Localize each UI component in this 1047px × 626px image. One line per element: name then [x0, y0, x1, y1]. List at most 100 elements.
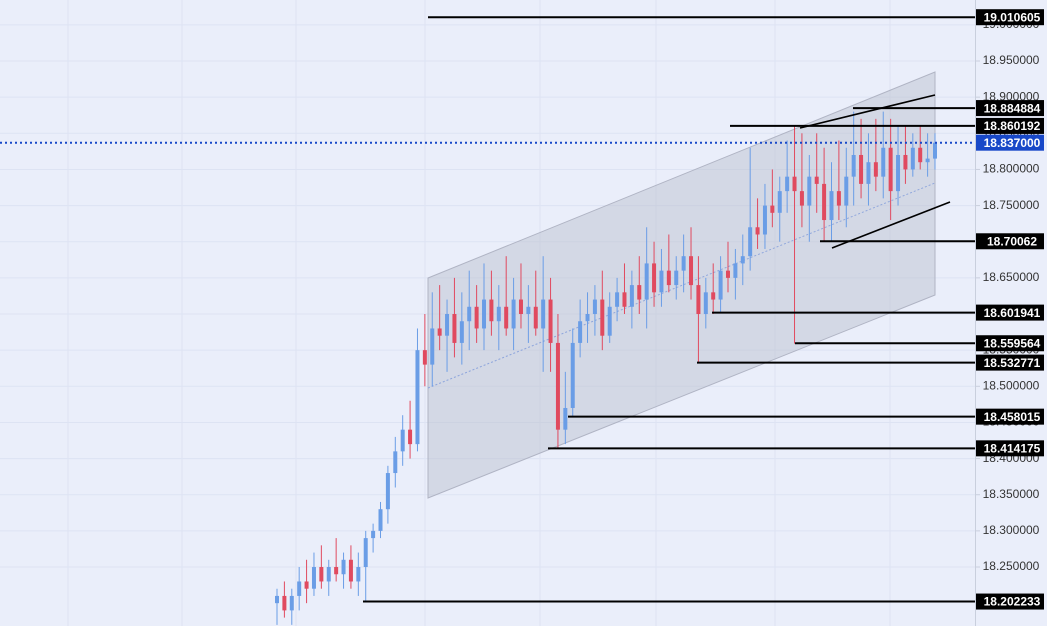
candle-body: [304, 581, 309, 589]
y-tick-label: 18.300000: [983, 523, 1040, 537]
price-label-box: [976, 335, 1044, 352]
candle-body: [592, 299, 597, 315]
candle-body: [918, 147, 923, 163]
candle-body: [415, 350, 420, 445]
candle-body: [888, 147, 893, 192]
candle-body: [275, 595, 279, 604]
price-label-box: [976, 440, 1044, 457]
price-label: 18.414175: [984, 442, 1041, 456]
y-tick-label: 18.750000: [983, 198, 1040, 212]
candle-body: [518, 299, 523, 315]
candle-body: [445, 314, 450, 336]
y-tick-label: 18.500000: [983, 378, 1040, 392]
y-tick-label: 18.650000: [983, 270, 1040, 284]
candle-body: [363, 538, 368, 568]
candle-body: [681, 256, 686, 271]
candle-body: [689, 256, 694, 286]
price-lines: [0, 16, 976, 603]
candle-body: [511, 299, 516, 329]
candle-body: [725, 270, 730, 278]
price-label-box: [976, 9, 1044, 26]
price-label-box: [976, 593, 1044, 610]
candle-body: [748, 227, 753, 257]
candle-body: [504, 306, 509, 329]
price-label: 18.884884: [984, 101, 1041, 115]
candle-body: [548, 299, 553, 343]
y-tick-label: 18.900000: [983, 89, 1040, 103]
candle-body: [555, 342, 560, 430]
candle-body: [348, 559, 353, 582]
candle-body: [371, 530, 376, 539]
candle-body: [489, 299, 494, 322]
candle-body: [666, 270, 671, 286]
candle-body: [844, 176, 849, 206]
price-labels: 19.010605 18.884884 18.860192 18.70062 18.60…: [976, 9, 1044, 610]
candle-body: [910, 147, 915, 170]
candle-body: [770, 205, 775, 213]
channel-midline: [427, 182, 936, 389]
candle-body: [718, 270, 723, 300]
candle-body: [496, 306, 501, 322]
candle-body: [629, 285, 634, 307]
candle-body: [533, 306, 538, 329]
price-label: 18.458015: [984, 410, 1041, 424]
candle-body: [482, 299, 487, 329]
y-tick-label: 18.950000: [983, 53, 1040, 67]
candle-body: [711, 292, 716, 300]
candle-body: [341, 559, 346, 575]
y-tick-label: 18.250000: [983, 559, 1040, 573]
candle-body: [578, 321, 583, 343]
candle-body: [289, 595, 294, 611]
candle-body: [563, 407, 568, 430]
current-price-box: [976, 134, 1044, 151]
price-label: 18.70062: [987, 234, 1037, 248]
price-label-box: [976, 408, 1044, 425]
candle-body: [762, 205, 767, 235]
price-label: 19.010605: [984, 10, 1041, 24]
candle-body: [422, 350, 427, 365]
candle-body: [607, 306, 612, 336]
candle-body: [652, 263, 657, 293]
candle-body: [311, 567, 316, 589]
candle-body: [430, 328, 435, 365]
horizontal-grid: [0, 24, 976, 568]
y-tick-label: 18.350000: [983, 487, 1040, 501]
candle-body: [829, 191, 834, 221]
candle-body: [822, 183, 827, 221]
candle-body: [297, 581, 302, 596]
candle-body: [615, 292, 620, 307]
candle-body: [785, 176, 790, 192]
candles: [275, 111, 937, 625]
candle-body: [799, 191, 804, 206]
price-label: 18.601941: [984, 306, 1041, 320]
candle-body: [644, 263, 649, 300]
candle-body: [896, 154, 901, 192]
candle-body: [903, 154, 908, 170]
candle-body: [319, 567, 324, 582]
candle-body: [881, 147, 886, 177]
candle-body: [866, 162, 871, 184]
candle-body: [437, 328, 442, 336]
candle-body: [282, 595, 287, 611]
candle-body: [622, 292, 627, 307]
candle-body: [851, 154, 856, 177]
price-label: 18.202233: [984, 595, 1041, 609]
candle-body: [777, 191, 782, 213]
candle-body: [452, 314, 457, 343]
trend-line: [799, 94, 936, 129]
candle-body: [526, 306, 531, 315]
candle-body: [674, 270, 679, 286]
candle-body: [585, 314, 590, 322]
candle-body: [873, 162, 878, 177]
candle-body: [925, 158, 930, 163]
candle-body: [637, 285, 642, 300]
price-label-box: [976, 304, 1044, 321]
price-label: 18.532771: [984, 356, 1041, 370]
candle-body: [400, 429, 405, 452]
price-label-box: [976, 233, 1044, 250]
candle-body: [408, 429, 413, 445]
candle-body: [378, 509, 383, 531]
candle-body: [740, 256, 745, 264]
